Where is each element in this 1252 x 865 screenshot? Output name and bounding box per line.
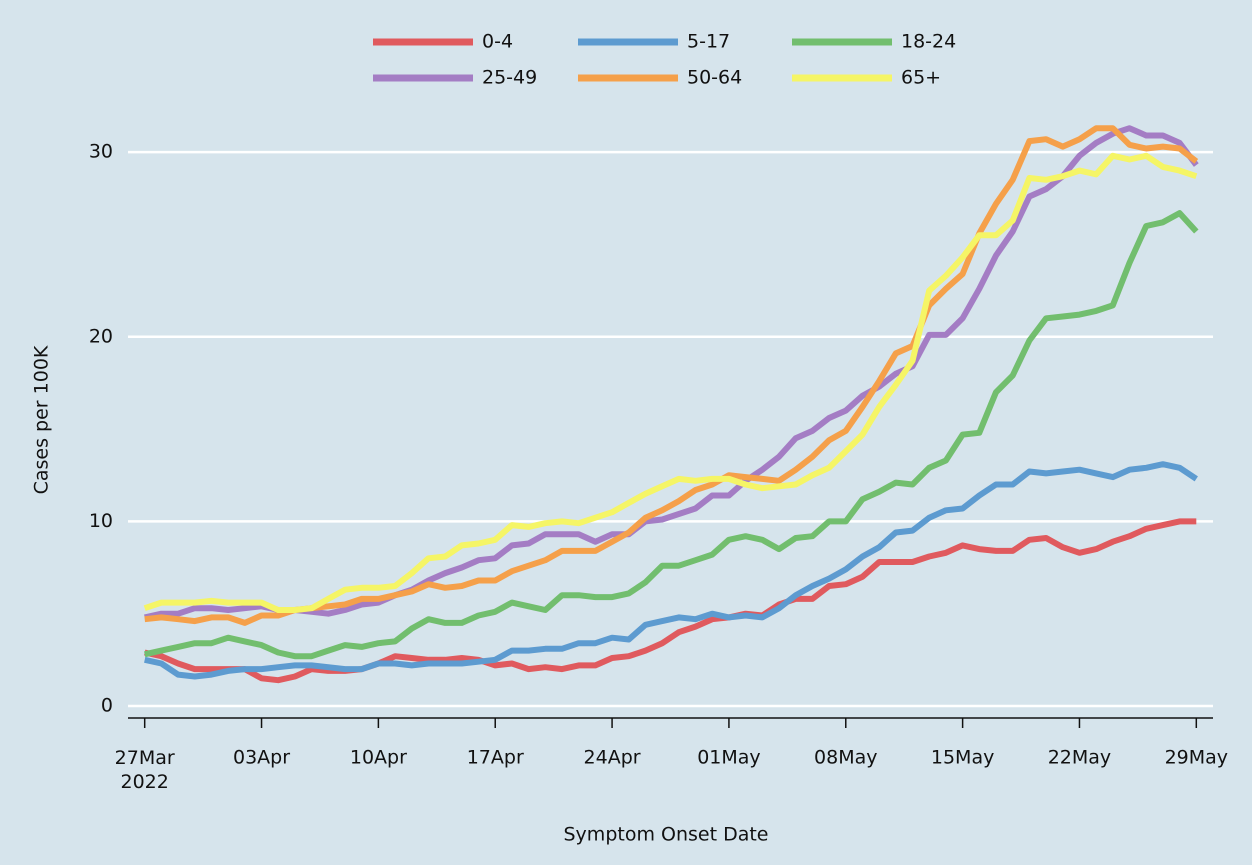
x-tick-label: 22May: [1048, 747, 1111, 769]
x-tick-label: 03Apr: [233, 747, 290, 769]
y-tick-label: 0: [101, 695, 113, 717]
series-line: [144, 125, 1199, 626]
x-axis-title: Symptom Onset Date: [564, 824, 769, 846]
legend-label: 5-17: [687, 31, 730, 53]
legend-label: 18-24: [901, 31, 956, 53]
x-tick-label: 27Mar 2022: [115, 747, 175, 793]
legend-label: 25-49: [482, 67, 537, 89]
legend-label: 65+: [901, 67, 941, 89]
series-line: [143, 152, 1198, 613]
x-tick-label: 24Apr: [584, 747, 641, 769]
series-line: [144, 461, 1198, 680]
y-tick-label: 10: [89, 510, 113, 532]
series-line: [144, 518, 1197, 684]
series-line: [144, 210, 1199, 660]
legend-label: 50-64: [687, 67, 742, 89]
x-tick-label: 15May: [931, 747, 994, 769]
y-axis-title: Cases per 100K: [31, 345, 53, 494]
x-tick-label: 01May: [697, 747, 760, 769]
x-tick-label: 29May: [1165, 747, 1228, 769]
series-line: [144, 125, 1199, 621]
legend-label: 0-4: [482, 31, 513, 53]
y-tick-label: 30: [89, 141, 113, 163]
x-tick-label: 10Apr: [350, 747, 407, 769]
y-tick-label: 20: [89, 325, 113, 347]
x-tick-label: 08May: [814, 747, 877, 769]
x-tick-label: 17Apr: [467, 747, 524, 769]
